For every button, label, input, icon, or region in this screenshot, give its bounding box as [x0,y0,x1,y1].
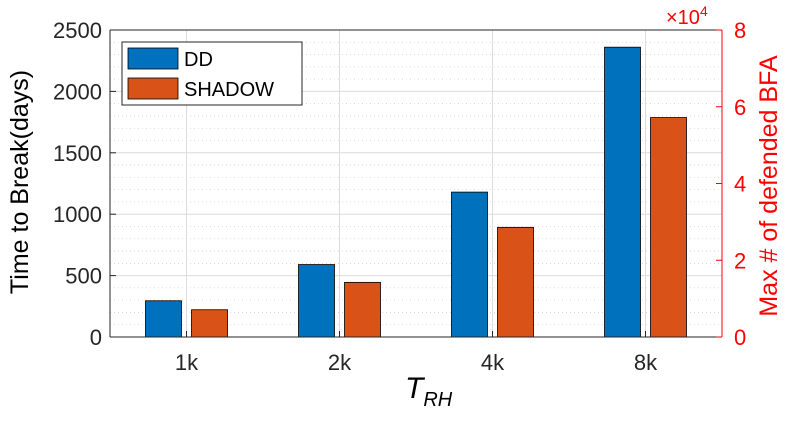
y2-multiplier-base: ×10 [666,7,700,29]
left-tick-label: 1000 [53,202,102,227]
axes [109,29,723,338]
bar-shadow-4k [497,226,534,338]
right-tick-label: 4 [734,172,746,197]
x-tick-labels: 1k 2k 4k 8k [175,350,658,375]
legend: DD SHADOW [121,41,303,106]
legend-label-dd: DD [184,49,213,71]
x-tick-label: 4k [481,350,505,375]
legend-label-shadow: SHADOW [184,79,274,101]
bars [145,46,687,338]
x-tick-label: 1k [175,350,199,375]
left-tick-label: 2000 [53,79,102,104]
left-y-tick-labels: 0 500 1000 1500 2000 2500 [53,18,102,350]
right-tick-label: 0 [734,325,746,350]
y-axis-label: Time to Break(days) [6,70,34,294]
left-tick-label: 1500 [53,141,102,166]
left-tick-label: 0 [90,325,102,350]
bar-dd-8k [604,46,641,338]
bar-dd-1k [145,300,182,338]
right-tick-label: 2 [734,248,746,273]
bar-shadow-2k [344,281,381,338]
legend-swatch-shadow [127,77,179,100]
left-tick-label: 2500 [53,18,102,43]
x-axis-label-sub: RH [423,389,452,411]
left-tick-label: 500 [65,264,102,289]
x-axis-label-main: T [405,372,426,405]
bar-shadow-1k [191,309,228,338]
bar-dd-4k [451,191,488,338]
x-tick-label: 2k [328,350,352,375]
y2-axis-label: Max # of defended BFA [755,55,783,317]
right-y-tick-labels: 0 2 4 6 8 [734,18,746,350]
right-tick-label: 8 [734,18,746,43]
x-tick-label: 8k [634,350,658,375]
bar-shadow-8k [650,117,687,338]
right-tick-label: 6 [734,95,746,120]
x-axis-label: TRH [405,372,453,411]
legend-swatch-dd [127,47,179,70]
bar-dd-2k [298,264,335,338]
y2-multiplier-exponent: 4 [700,3,708,19]
y2-multiplier: ×104 [666,3,708,29]
